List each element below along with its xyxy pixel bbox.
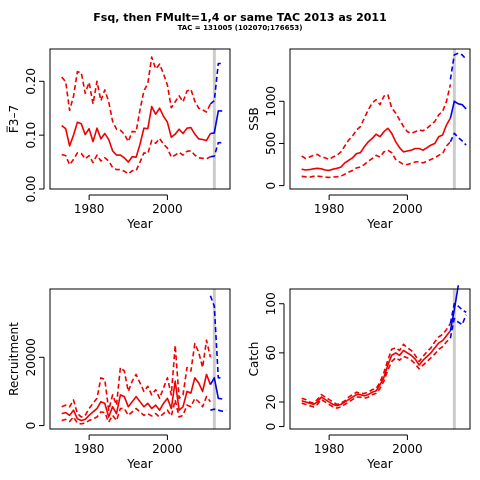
series-hist-median [301, 330, 452, 407]
series-hist-median [61, 373, 212, 422]
y-tick-label: 60 [264, 345, 278, 360]
series-proj-median [449, 285, 460, 331]
series-proj-median [210, 110, 223, 135]
series-hist-upper [301, 322, 452, 406]
series-proj-upper [209, 295, 223, 379]
x-axis-label: Year [366, 217, 392, 231]
series-hist-lower [61, 395, 212, 425]
chart-subtitle: TAC = 131005 (102070;176653) [177, 24, 303, 32]
y-tick-label: 20000 [24, 338, 38, 376]
y-axis-label: SSB [247, 107, 261, 130]
plot-frame [289, 288, 471, 430]
y-tick-label: 0.10 [24, 122, 38, 149]
series-proj-upper [209, 62, 223, 105]
y-tick-label: 0 [264, 182, 278, 190]
series-proj-median [209, 376, 223, 400]
y-tick-label: 500 [264, 132, 278, 155]
series-proj-lower [210, 141, 223, 158]
y-tick-label: 0.20 [24, 68, 38, 95]
x-tick-label: 2000 [152, 442, 183, 456]
y-tick-label: 20 [264, 394, 278, 409]
y-axis-label: F̅3–7 [6, 105, 21, 133]
plot-frame [289, 48, 471, 190]
y-tick-label: 0 [24, 422, 38, 430]
series-hist-median [301, 117, 452, 172]
plot-frame [49, 288, 231, 430]
x-axis-label: Year [366, 457, 392, 471]
series-hist-median [61, 105, 212, 163]
series-proj-median [449, 100, 467, 119]
y-tick-label: 0 [264, 423, 278, 431]
x-axis-label: Year [126, 217, 152, 231]
x-tick-label: 2000 [392, 442, 423, 456]
series-hist-lower [301, 141, 451, 179]
y-axis-label: Recruitment [7, 322, 21, 396]
x-tick-label: 1980 [314, 202, 345, 216]
y-tick-label: 0.00 [24, 176, 38, 203]
series-proj-lower [449, 314, 467, 339]
x-axis-label: Year [126, 457, 152, 471]
x-tick-label: 1980 [74, 202, 105, 216]
series-proj-lower [449, 132, 467, 146]
series-proj-upper [449, 52, 467, 80]
series-hist-lower [301, 337, 451, 409]
series-proj-lower [210, 408, 227, 413]
x-tick-label: 2000 [392, 202, 423, 216]
series-hist-upper [61, 56, 212, 143]
plot-frame [49, 48, 231, 190]
series-hist-lower [61, 137, 211, 175]
y-axis-label: Catch [247, 342, 261, 377]
x-tick-label: 1980 [314, 442, 345, 456]
series-hist-upper [301, 84, 452, 161]
y-tick-label: 1000 [264, 86, 278, 117]
x-tick-label: 1980 [74, 442, 105, 456]
series-hist-upper [61, 339, 212, 418]
series-proj-upper [449, 302, 467, 324]
chart-title: Fsq, then FMult=1,4 or same TAC 2013 as … [93, 11, 387, 24]
x-tick-label: 2000 [152, 202, 183, 216]
y-tick-label: 100 [264, 292, 278, 315]
